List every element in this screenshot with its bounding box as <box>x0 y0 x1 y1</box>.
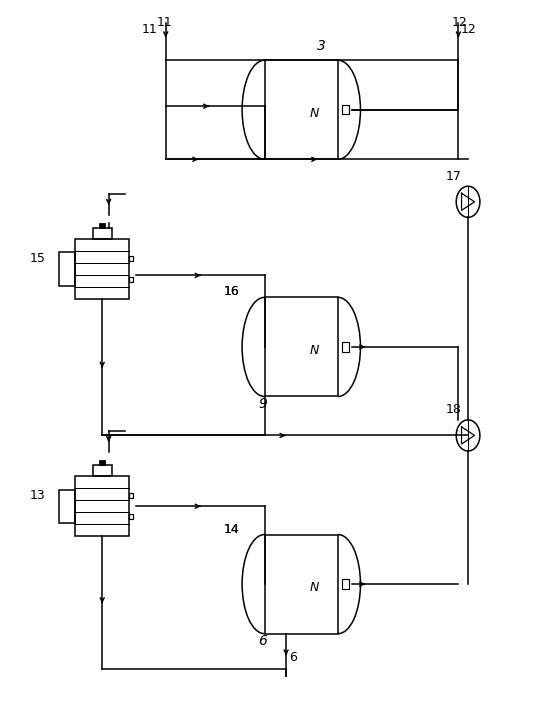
Text: 3: 3 <box>317 39 326 53</box>
Bar <box>265 297 338 396</box>
Bar <box>75 476 129 537</box>
Bar <box>75 239 129 299</box>
Bar <box>265 535 338 634</box>
Text: 6: 6 <box>258 634 267 648</box>
Text: N: N <box>310 344 320 357</box>
Text: 14: 14 <box>223 523 239 535</box>
Text: 17: 17 <box>445 170 461 183</box>
Bar <box>129 277 133 282</box>
Bar <box>342 579 349 589</box>
Bar <box>59 490 75 523</box>
Bar <box>129 493 133 498</box>
Text: 11: 11 <box>142 23 158 35</box>
Text: 12: 12 <box>452 16 468 28</box>
Bar <box>100 223 105 228</box>
Bar <box>342 105 349 114</box>
Text: 13: 13 <box>30 489 45 502</box>
Bar <box>93 465 112 476</box>
Bar <box>59 253 75 285</box>
Text: 12: 12 <box>461 23 477 35</box>
Text: 14: 14 <box>223 523 239 535</box>
Text: 16: 16 <box>223 285 239 298</box>
Text: N: N <box>310 107 320 120</box>
Text: 18: 18 <box>445 404 461 416</box>
Text: 9: 9 <box>258 396 267 411</box>
Bar <box>342 342 349 351</box>
Bar <box>265 60 338 159</box>
Text: 11: 11 <box>157 16 173 28</box>
Text: N: N <box>310 581 320 594</box>
Bar <box>93 228 112 239</box>
Bar <box>100 460 105 465</box>
Bar <box>129 256 133 261</box>
Text: 6: 6 <box>289 651 296 664</box>
Text: 16: 16 <box>223 285 239 298</box>
Bar <box>129 514 133 519</box>
Text: 15: 15 <box>30 252 46 265</box>
